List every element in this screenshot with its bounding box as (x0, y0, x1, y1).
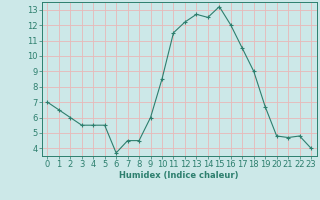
X-axis label: Humidex (Indice chaleur): Humidex (Indice chaleur) (119, 171, 239, 180)
